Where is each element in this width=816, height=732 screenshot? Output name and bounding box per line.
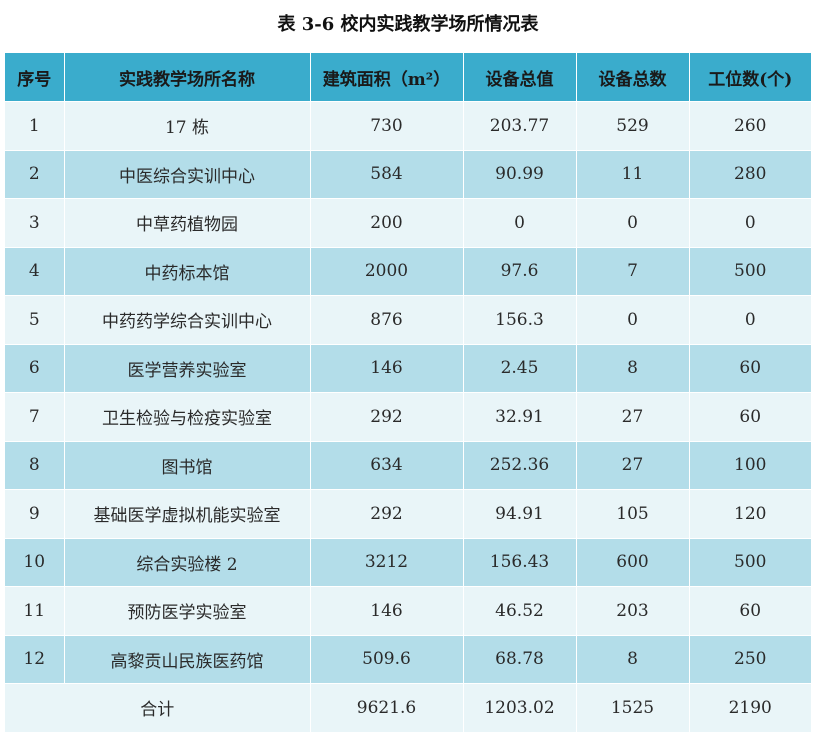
cell-index: 5 xyxy=(5,295,65,344)
cell-equipment-value: 203.77 xyxy=(463,101,577,150)
cell-floor-area: 292 xyxy=(310,489,464,538)
cell-index: 1 xyxy=(5,101,65,150)
cell-venue-name: 17 栋 xyxy=(64,101,311,150)
header-equipment-value: 设备总值 xyxy=(463,53,577,102)
header-index: 序号 xyxy=(5,53,65,102)
cell-index: 8 xyxy=(5,440,65,490)
cell-equipment-value: 2.45 xyxy=(463,343,577,393)
cell-equipment-value: 252.36 xyxy=(463,440,577,490)
cell-venue-name: 高黎贡山民族医药馆 xyxy=(64,634,311,684)
cell-index: 2 xyxy=(5,149,65,199)
table-row: 9 基础医学虚拟机能实验室 292 94.91 105 120 xyxy=(5,489,811,538)
total-label: 合计 xyxy=(5,683,311,732)
cell-equipment-count: 0 xyxy=(576,198,690,247)
cell-equipment-count: 7 xyxy=(576,246,690,296)
cell-index: 6 xyxy=(5,343,65,393)
cell-workstations: 500 xyxy=(689,537,811,587)
cell-venue-name: 卫生检验与检疫实验室 xyxy=(64,392,311,441)
cell-floor-area: 292 xyxy=(310,392,464,441)
cell-equipment-value: 97.6 xyxy=(463,246,577,296)
header-row: 序号 实践教学场所名称 建筑面积（m²） 设备总值 设备总数 工位数(个) xyxy=(5,53,811,102)
cell-workstations: 60 xyxy=(689,586,811,635)
cell-floor-area: 509.6 xyxy=(310,634,464,684)
cell-index: 11 xyxy=(5,586,65,635)
cell-equipment-value: 156.3 xyxy=(463,295,577,344)
header-venue-name: 实践教学场所名称 xyxy=(64,53,311,102)
cell-venue-name: 中医综合实训中心 xyxy=(64,149,311,199)
cell-venue-name: 基础医学虚拟机能实验室 xyxy=(64,489,311,538)
cell-floor-area: 876 xyxy=(310,295,464,344)
table-row: 6 医学营养实验室 146 2.45 8 60 xyxy=(5,343,811,393)
cell-workstations: 260 xyxy=(689,101,811,150)
cell-equipment-count: 8 xyxy=(576,343,690,393)
cell-equipment-count: 11 xyxy=(576,149,690,199)
cell-equipment-count: 8 xyxy=(576,634,690,684)
cell-venue-name: 综合实验楼 2 xyxy=(64,537,311,587)
table-row: 5 中药药学综合实训中心 876 156.3 0 0 xyxy=(5,295,811,344)
table-row: 12 高黎贡山民族医药馆 509.6 68.78 8 250 xyxy=(5,634,811,684)
total-workstations: 2190 xyxy=(689,683,811,732)
cell-index: 7 xyxy=(5,392,65,441)
cell-equipment-count: 0 xyxy=(576,295,690,344)
cell-venue-name: 中药标本馆 xyxy=(64,246,311,296)
cell-floor-area: 2000 xyxy=(310,246,464,296)
cell-equipment-count: 203 xyxy=(576,586,690,635)
cell-index: 10 xyxy=(5,537,65,587)
cell-workstations: 60 xyxy=(689,392,811,441)
cell-floor-area: 730 xyxy=(310,101,464,150)
cell-floor-area: 146 xyxy=(310,343,464,393)
table-row: 11 预防医学实验室 146 46.52 203 60 xyxy=(5,586,811,635)
cell-workstations: 120 xyxy=(689,489,811,538)
total-equipment-count: 1525 xyxy=(576,683,690,732)
cell-venue-name: 医学营养实验室 xyxy=(64,343,311,393)
cell-equipment-value: 90.99 xyxy=(463,149,577,199)
cell-equipment-value: 0 xyxy=(463,198,577,247)
table-title: 表 3-6 校内实践教学场所情况表 xyxy=(277,14,539,35)
table-row: 10 综合实验楼 2 3212 156.43 600 500 xyxy=(5,537,811,587)
total-row: 合计 9621.6 1203.02 1525 2190 xyxy=(5,683,811,732)
cell-equipment-value: 46.52 xyxy=(463,586,577,635)
table-row: 1 17 栋 730 203.77 529 260 xyxy=(5,101,811,150)
cell-floor-area: 584 xyxy=(310,149,464,199)
header-equipment-count: 设备总数 xyxy=(576,53,690,102)
header-workstations: 工位数(个) xyxy=(689,53,811,102)
cell-equipment-count: 105 xyxy=(576,489,690,538)
cell-equipment-value: 94.91 xyxy=(463,489,577,538)
cell-index: 3 xyxy=(5,198,65,247)
cell-index: 4 xyxy=(5,246,65,296)
cell-index: 12 xyxy=(5,634,65,684)
cell-floor-area: 3212 xyxy=(310,537,464,587)
cell-workstations: 100 xyxy=(689,440,811,490)
cell-workstations: 280 xyxy=(689,149,811,199)
cell-equipment-count: 529 xyxy=(576,101,690,150)
table-row: 8 图书馆 634 252.36 27 100 xyxy=(5,440,811,490)
table-row: 3 中草药植物园 200 0 0 0 xyxy=(5,198,811,247)
table-row: 7 卫生检验与检疫实验室 292 32.91 27 60 xyxy=(5,392,811,441)
table-row: 2 中医综合实训中心 584 90.99 11 280 xyxy=(5,149,811,199)
cell-workstations: 250 xyxy=(689,634,811,684)
cell-equipment-count: 27 xyxy=(576,440,690,490)
total-floor-area: 9621.6 xyxy=(310,683,464,732)
cell-index: 9 xyxy=(5,489,65,538)
cell-floor-area: 146 xyxy=(310,586,464,635)
cell-workstations: 60 xyxy=(689,343,811,393)
table-row: 4 中药标本馆 2000 97.6 7 500 xyxy=(5,246,811,296)
cell-floor-area: 634 xyxy=(310,440,464,490)
cell-venue-name: 图书馆 xyxy=(64,440,311,490)
cell-venue-name: 中草药植物园 xyxy=(64,198,311,247)
header-floor-area: 建筑面积（m²） xyxy=(310,53,464,102)
cell-equipment-value: 156.43 xyxy=(463,537,577,587)
cell-equipment-value: 68.78 xyxy=(463,634,577,684)
cell-venue-name: 中药药学综合实训中心 xyxy=(64,295,311,344)
total-equipment-value: 1203.02 xyxy=(463,683,577,732)
cell-equipment-count: 600 xyxy=(576,537,690,587)
cell-workstations: 0 xyxy=(689,295,811,344)
cell-workstations: 0 xyxy=(689,198,811,247)
cell-venue-name: 预防医学实验室 xyxy=(64,586,311,635)
cell-equipment-value: 32.91 xyxy=(463,392,577,441)
cell-equipment-count: 27 xyxy=(576,392,690,441)
cell-floor-area: 200 xyxy=(310,198,464,247)
cell-workstations: 500 xyxy=(689,246,811,296)
